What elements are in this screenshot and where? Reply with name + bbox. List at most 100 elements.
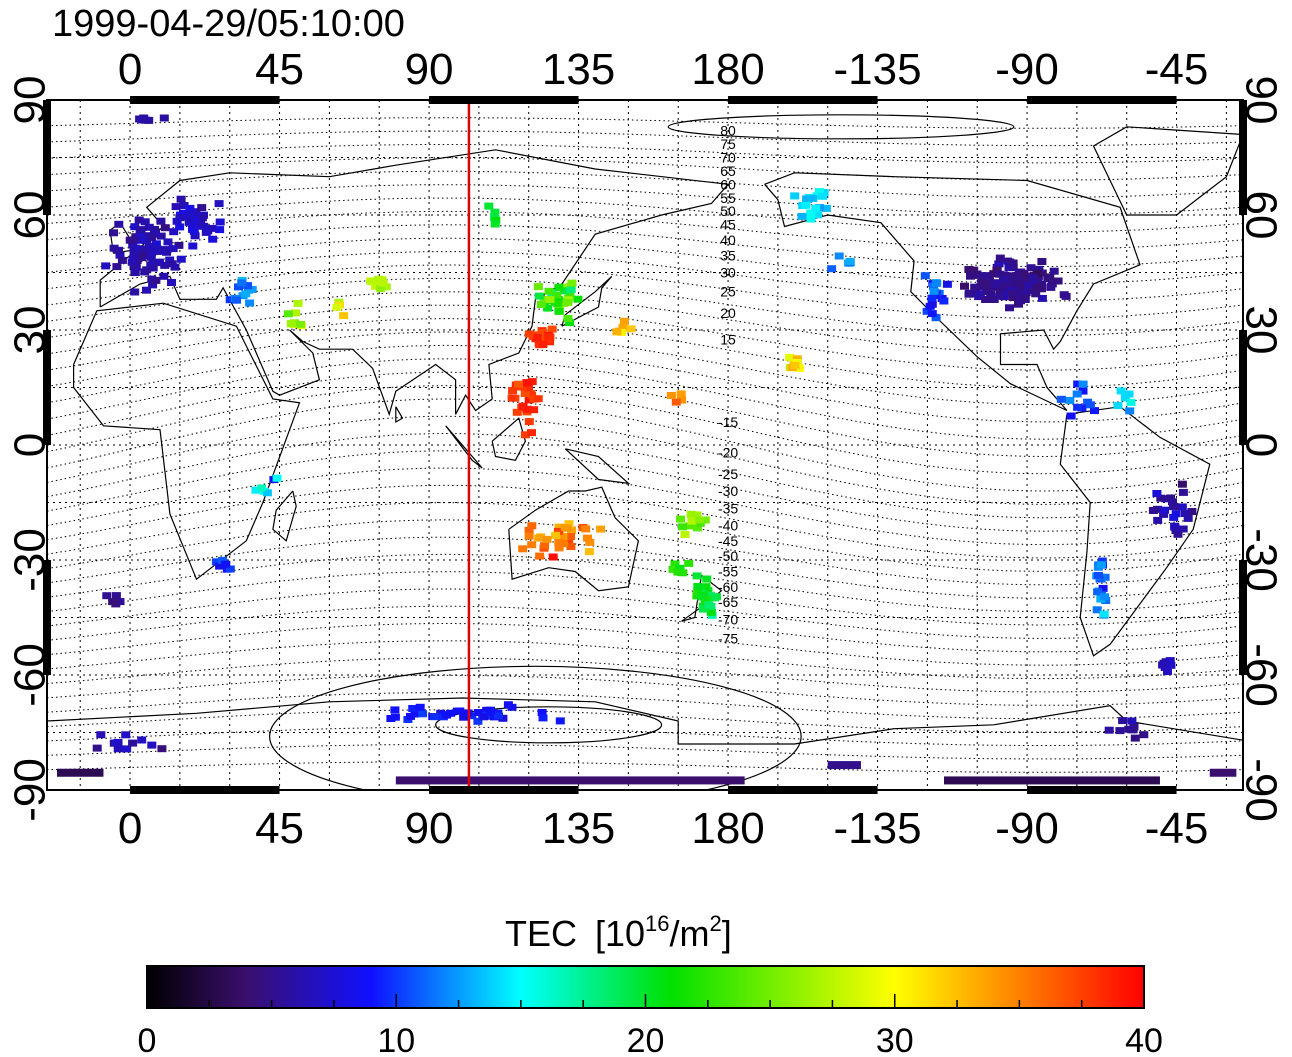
tec-cell bbox=[1124, 725, 1134, 733]
tec-cell bbox=[553, 527, 563, 535]
tec-cell bbox=[1018, 287, 1028, 295]
tec-cell bbox=[596, 525, 606, 533]
tec-cell bbox=[1177, 480, 1187, 488]
colorbar-unit-mid: /m bbox=[670, 913, 710, 954]
tec-cell bbox=[1178, 488, 1188, 496]
tec-cell bbox=[702, 575, 712, 583]
tec-cell bbox=[484, 202, 494, 210]
tec-cell bbox=[1053, 277, 1063, 285]
right-lat-tick-label: -90 bbox=[1236, 758, 1285, 822]
tec-cell bbox=[524, 418, 534, 426]
tec-band bbox=[827, 761, 861, 770]
tec-cell bbox=[188, 225, 197, 233]
frame-bar-top bbox=[429, 96, 579, 104]
tec-cell bbox=[995, 254, 1005, 262]
colorbar-tick-label: 20 bbox=[627, 1022, 665, 1057]
tec-cell bbox=[272, 474, 282, 482]
tec-cell bbox=[1153, 516, 1163, 524]
magnetic-contour bbox=[47, 130, 1243, 147]
tec-cell bbox=[960, 282, 969, 290]
magnetic-contour bbox=[47, 157, 1243, 181]
tec-cell bbox=[168, 245, 178, 253]
coast-australia bbox=[508, 486, 640, 592]
tec-cell bbox=[455, 707, 465, 715]
frame-bar-right bbox=[1239, 560, 1247, 675]
tec-cell bbox=[626, 325, 636, 333]
tec-band bbox=[944, 776, 1160, 785]
tec-cell bbox=[130, 236, 140, 244]
tec-cell bbox=[970, 290, 979, 298]
tec-cell bbox=[1059, 291, 1069, 299]
tec-cell bbox=[813, 211, 823, 219]
tec-cell bbox=[1020, 296, 1030, 303]
tec-cell bbox=[990, 281, 1000, 289]
tec-cell bbox=[175, 223, 185, 231]
tec-cell bbox=[704, 601, 714, 609]
tec-cell bbox=[695, 516, 705, 524]
tec-band bbox=[1209, 768, 1237, 777]
bottom-lon-tick-label: 90 bbox=[405, 804, 454, 853]
tec-cell bbox=[534, 534, 544, 542]
tec-cell bbox=[544, 287, 554, 295]
tec-cell bbox=[1181, 510, 1190, 517]
tec-cell bbox=[144, 243, 154, 250]
tec-cell bbox=[527, 378, 537, 386]
tec-cell bbox=[972, 270, 982, 278]
tec-cell bbox=[148, 264, 158, 272]
tec-cell bbox=[1037, 269, 1047, 277]
tec-cell bbox=[687, 517, 697, 525]
tec-cell bbox=[1037, 294, 1047, 302]
contour-label: -30 bbox=[718, 483, 738, 499]
top-lon-tick-label: 0 bbox=[118, 45, 142, 94]
coast-madagascar bbox=[272, 490, 297, 542]
tec-cell bbox=[1165, 657, 1175, 665]
tec-cell bbox=[566, 286, 576, 294]
contour-label: -50 bbox=[718, 548, 738, 564]
geomagnetic-contour-layer bbox=[47, 114, 1243, 790]
tec-cell bbox=[969, 266, 979, 274]
tec-cell bbox=[214, 200, 224, 208]
tec-cell bbox=[490, 208, 500, 216]
tec-cell bbox=[518, 545, 528, 553]
tec-cell bbox=[1019, 270, 1028, 278]
magnetic-contour bbox=[47, 304, 1243, 371]
tec-cell bbox=[565, 319, 575, 327]
tec-cell bbox=[671, 398, 681, 406]
magnetic-contour bbox=[47, 170, 1243, 198]
tec-cell bbox=[802, 195, 812, 203]
tec-cell bbox=[619, 317, 629, 325]
tec-cell bbox=[1093, 571, 1103, 579]
magnetic-contour bbox=[47, 432, 1243, 519]
tec-cell bbox=[581, 525, 591, 533]
magnetic-contour bbox=[47, 291, 1243, 354]
tec-cell bbox=[532, 333, 542, 341]
tec-cell bbox=[151, 240, 161, 248]
tec-cell bbox=[566, 543, 576, 550]
graticule-grid bbox=[47, 100, 1243, 790]
coast-japan bbox=[561, 275, 613, 327]
tec-cell bbox=[165, 256, 175, 264]
south-polar-oval bbox=[435, 706, 663, 744]
tec-cell bbox=[942, 280, 952, 288]
tec-cell bbox=[1173, 530, 1183, 538]
magnetic-contour bbox=[47, 210, 1243, 250]
tec-cell bbox=[709, 594, 719, 602]
colorbar-unit-close: ] bbox=[722, 913, 732, 954]
right-lat-tick-label: 0 bbox=[1236, 433, 1285, 457]
tec-cell bbox=[225, 565, 235, 573]
tec-cell bbox=[1008, 290, 1018, 298]
tec-cell bbox=[190, 217, 200, 225]
magnetic-contour bbox=[47, 277, 1243, 337]
tec-cell bbox=[700, 516, 710, 524]
tec-cell bbox=[1100, 593, 1109, 601]
coast-eurasia bbox=[99, 149, 730, 417]
tec-cell bbox=[1161, 495, 1171, 503]
tec-cell bbox=[109, 229, 118, 237]
tec-cell bbox=[122, 745, 132, 753]
tec-cell bbox=[156, 217, 166, 225]
tec-cell bbox=[1158, 661, 1168, 669]
tec-cell bbox=[1130, 734, 1140, 742]
magnetic-contour bbox=[47, 224, 1243, 268]
tec-cell bbox=[706, 608, 716, 616]
tec-cell bbox=[563, 314, 573, 322]
